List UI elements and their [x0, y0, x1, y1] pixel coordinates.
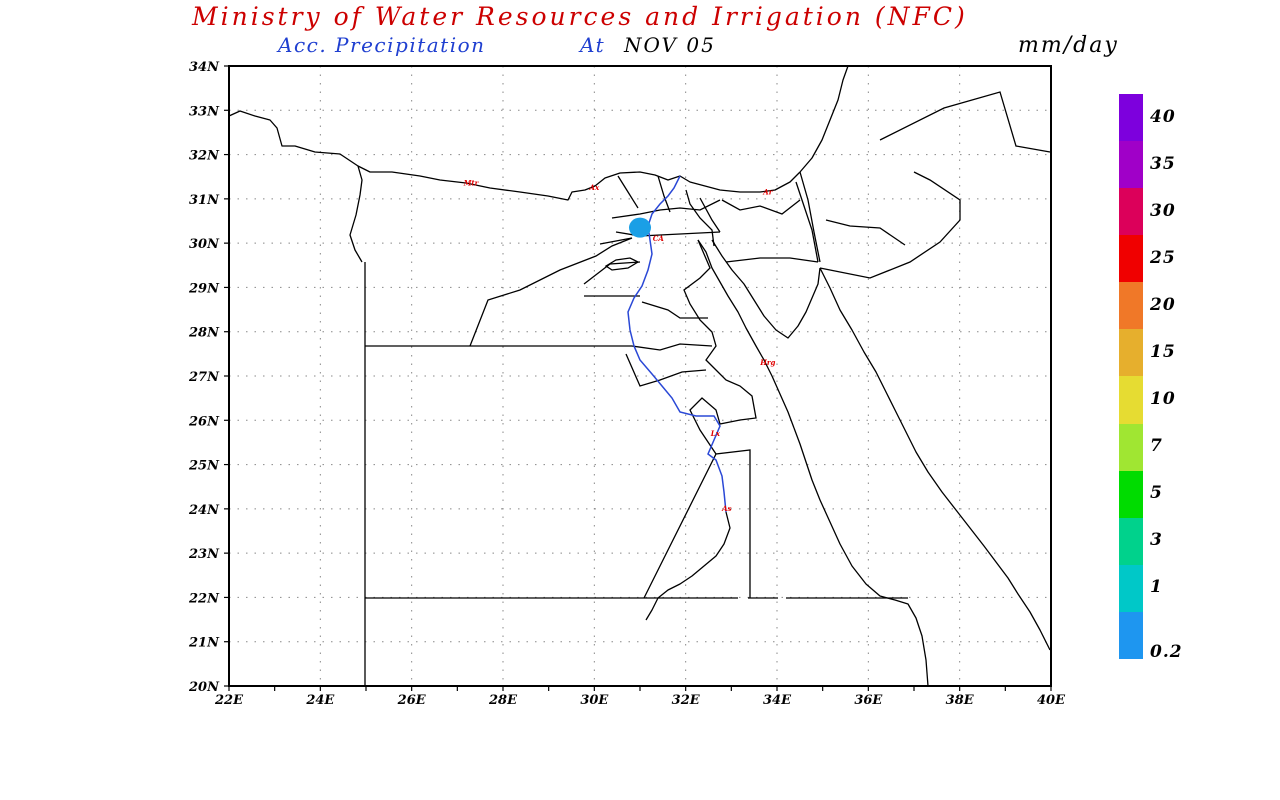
lat-tick-label: 31N: [189, 193, 220, 208]
libya-coast-gulf: [349, 165, 363, 263]
map-frame: [228, 65, 1052, 687]
lat-tick-label: 24N: [188, 503, 220, 518]
gulf-of-suez-west: [697, 239, 795, 429]
lon-tick-label: 34E: [763, 693, 792, 708]
colorbar-label: 20: [1150, 294, 1176, 315]
lon-tick-label: 32E: [672, 693, 701, 708]
nile-river: [627, 175, 727, 513]
latitude-labels: 34N 33N 32N 31N 30N 29N 28N 27N 26N 25N 24N 23N 22N 2…: [188, 60, 220, 695]
lat-tick-label: 34N: [189, 60, 220, 75]
colorbar-label: 40: [1150, 106, 1176, 127]
colorbar-segment: [1119, 470, 1143, 518]
lon-tick-label: 22E: [214, 693, 244, 708]
city-marker-label: Ar: [762, 187, 773, 196]
colorbar-label: 10: [1150, 389, 1176, 410]
fayoum-border: [583, 261, 641, 297]
colorbar-segment: [1119, 188, 1143, 236]
subtitle-at: At: [580, 33, 606, 57]
red-sea-east-coast: [819, 267, 1051, 651]
colorbar-label: 7: [1150, 436, 1163, 457]
nile-delta-coast: [594, 171, 801, 193]
colorbar-segment: [1119, 94, 1143, 142]
lat-tick-label: 26N: [188, 414, 220, 429]
levant-coast: [799, 65, 849, 173]
city-marker-label: Mtr: [463, 179, 480, 188]
lat-tick-label: 28N: [188, 326, 220, 341]
lat-tick-label: 21N: [188, 636, 220, 651]
city-markers: Mtr Ax Ar CA Hrg Lx As: [463, 179, 776, 513]
colorbar-segment: [1119, 329, 1143, 377]
lon-tick-label: 24E: [305, 693, 335, 708]
colorbar-label: 35: [1150, 153, 1176, 174]
map-subtitle: Acc. Precipitation At NOV 05 mm/day: [278, 33, 1158, 59]
levant-borders: [819, 91, 1051, 279]
red-sea-governorate-border: [683, 239, 757, 455]
colorbar-segment: [1119, 235, 1143, 283]
subtitle-variable: Acc. Precipitation: [278, 33, 486, 57]
longitude-labels: 22E 24E 26E 28E 30E 32E 34E 36E 38E 40E: [214, 693, 1066, 708]
sinai-east-coast: [711, 239, 821, 339]
lake-outline: [604, 257, 640, 271]
red-sea-west-coast: [793, 427, 929, 687]
map-title: Ministry of Water Resources and Irrigati…: [192, 2, 968, 31]
mediterranean-coast-libya: [228, 110, 596, 201]
political-borders: [364, 91, 1051, 686]
lon-tick-label: 26E: [397, 693, 427, 708]
colorbar-segment: [1119, 564, 1143, 612]
colorbar-label: 25: [1150, 247, 1176, 268]
new-valley-east-border: [643, 449, 751, 599]
lat-tick-label: 20N: [188, 680, 220, 695]
city-marker-label: As: [721, 504, 731, 513]
coastlines: [228, 65, 1051, 687]
lon-tick-label: 30E: [580, 693, 609, 708]
delta-borders: [599, 175, 721, 247]
subtitle-date: NOV 05: [624, 33, 716, 57]
lon-tick-label: 36E: [854, 693, 883, 708]
colorbar-segment: [1119, 611, 1143, 659]
sinai-internal-borders: [721, 181, 819, 263]
city-marker-label: Ax: [589, 183, 600, 192]
colorbar-label: 30: [1150, 200, 1176, 221]
colorbar-segment: [1119, 282, 1143, 330]
colorbar-segment: [1119, 423, 1143, 471]
units-label: mm/day: [1018, 33, 1119, 58]
lat-tick-label: 32N: [189, 149, 220, 164]
precipitation-areas: [629, 217, 651, 238]
city-marker-label: Lx: [710, 429, 721, 438]
city-marker-label: CA: [653, 234, 665, 243]
lat-tick-label: 27N: [188, 370, 220, 385]
colorbar-segment: [1119, 517, 1143, 565]
colorbar-label: 0.2: [1150, 642, 1183, 662]
lat-tick-label: 30N: [189, 237, 220, 252]
city-marker-label: Hrg: [759, 358, 775, 367]
colorbar: [1119, 94, 1143, 659]
colorbar-label: 15: [1150, 341, 1176, 362]
precip-area: [629, 217, 651, 238]
colorbar-label: 5: [1150, 483, 1163, 504]
matrouh-border: [469, 237, 633, 347]
lat-tick-label: 22N: [188, 591, 220, 606]
lake-nasser: [645, 511, 731, 621]
lon-tick-label: 28E: [488, 693, 518, 708]
colorbar-label: 1: [1150, 577, 1163, 598]
lat-tick-label: 23N: [188, 547, 220, 562]
colorbar-label: 3: [1150, 530, 1163, 551]
graticule: [229, 66, 1051, 686]
sinai-israel-border: [799, 171, 821, 263]
lat-tick-label: 33N: [189, 104, 220, 119]
colorbar-segment: [1119, 376, 1143, 424]
middle-egypt-borders: [625, 301, 713, 387]
lon-tick-label: 40E: [1037, 693, 1066, 708]
lat-tick-label: 25N: [188, 459, 220, 474]
lat-tick-label: 29N: [188, 281, 220, 296]
lon-tick-label: 38E: [946, 693, 975, 708]
colorbar-segment: [1119, 141, 1143, 189]
axis-ticks: [224, 65, 1052, 691]
